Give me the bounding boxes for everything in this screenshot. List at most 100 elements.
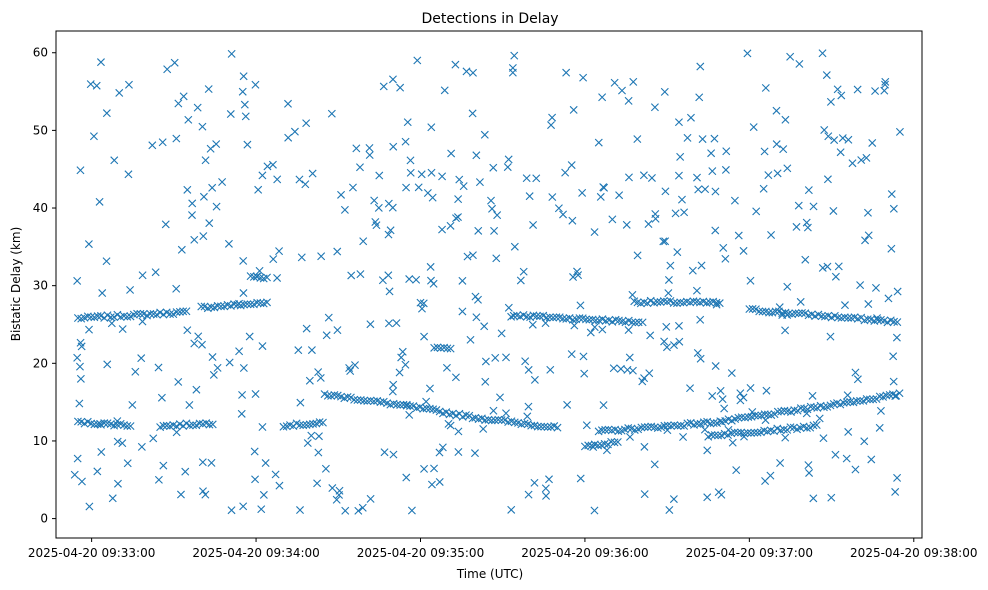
- detection-marker: [384, 319, 393, 328]
- detection-marker: [800, 404, 809, 413]
- detection-marker: [748, 304, 757, 313]
- detection-marker: [172, 134, 181, 143]
- detection-marker: [671, 209, 680, 218]
- detection-marker: [867, 455, 876, 464]
- detection-marker: [240, 100, 249, 109]
- detection-marker: [488, 204, 497, 213]
- detection-marker: [137, 354, 146, 363]
- detection-marker: [284, 99, 292, 108]
- detection-marker: [659, 237, 668, 246]
- detection-marker: [839, 398, 848, 407]
- detection-marker: [77, 477, 86, 486]
- detection-marker: [633, 251, 642, 260]
- detection-marker: [703, 446, 712, 455]
- detection-marker: [614, 427, 623, 436]
- detection-marker: [567, 350, 576, 359]
- detection-marker: [846, 397, 855, 406]
- detection-marker: [392, 319, 401, 328]
- detection-marker: [430, 464, 439, 473]
- detection-marker: [102, 109, 111, 118]
- detection-marker: [209, 370, 218, 379]
- detection-marker: [491, 353, 500, 362]
- detection-marker: [582, 315, 591, 324]
- detection-marker: [602, 446, 611, 455]
- detection-marker: [70, 470, 79, 479]
- detection-marker: [389, 142, 398, 151]
- detection-marker: [889, 377, 898, 386]
- detection-marker: [775, 303, 784, 312]
- detection-marker: [646, 331, 655, 340]
- detection-marker: [208, 353, 217, 362]
- detection-marker: [818, 263, 827, 272]
- detection-marker: [864, 231, 873, 240]
- detection-marker: [562, 68, 571, 77]
- detection-marker: [674, 321, 683, 330]
- detection-marker: [490, 226, 499, 235]
- detection-marker: [239, 289, 248, 298]
- chart-title: Detections in Delay: [421, 11, 558, 27]
- detection-marker: [370, 196, 379, 205]
- detection-marker: [126, 285, 135, 294]
- detection-marker: [755, 307, 764, 316]
- detection-marker: [717, 490, 726, 499]
- detection-marker: [475, 178, 484, 187]
- detection-marker: [524, 490, 533, 499]
- detection-marker: [402, 401, 411, 410]
- detection-marker: [510, 242, 519, 251]
- detection-marker: [827, 493, 836, 502]
- detection-marker: [853, 375, 862, 384]
- detection-marker: [113, 310, 122, 319]
- detection-marker: [862, 153, 871, 162]
- detection-marker: [676, 152, 685, 161]
- detection-marker: [740, 429, 749, 438]
- detection-marker: [601, 316, 610, 325]
- detection-marker: [650, 423, 659, 432]
- detection-marker: [819, 403, 828, 412]
- detection-marker: [212, 202, 221, 211]
- detection-marker: [263, 273, 272, 282]
- detection-marker: [875, 423, 884, 432]
- detection-marker: [257, 505, 266, 514]
- detection-marker: [809, 494, 818, 503]
- detection-marker: [802, 423, 811, 432]
- detection-marker: [837, 313, 846, 322]
- detection-marker: [767, 231, 776, 239]
- detection-marker: [567, 161, 576, 170]
- detection-marker: [525, 192, 534, 201]
- detection-marker: [580, 369, 589, 378]
- detection-marker: [889, 204, 898, 213]
- detection-marker: [895, 389, 904, 398]
- detection-marker: [573, 267, 582, 276]
- detection-marker: [781, 115, 790, 124]
- detection-marker: [549, 313, 558, 322]
- detection-marker: [253, 298, 262, 307]
- detection-marker: [532, 174, 541, 183]
- detection-marker: [427, 480, 436, 489]
- detection-marker: [190, 339, 199, 348]
- detection-marker: [791, 309, 800, 318]
- detection-marker: [594, 441, 603, 450]
- detection-marker: [216, 302, 225, 311]
- y-tick-label: 50: [33, 123, 48, 137]
- detection-marker: [760, 147, 769, 156]
- detection-marker: [692, 286, 701, 295]
- detection-marker: [628, 318, 637, 327]
- detection-marker: [98, 289, 107, 298]
- detection-marker: [778, 311, 787, 320]
- detection-marker: [700, 425, 709, 434]
- detection-marker: [711, 226, 720, 235]
- detection-marker: [876, 406, 885, 415]
- detection-marker: [148, 141, 157, 150]
- detection-marker: [273, 273, 282, 282]
- detection-marker: [224, 239, 233, 248]
- detection-marker: [817, 312, 826, 321]
- detection-marker: [346, 393, 355, 402]
- detection-marker: [708, 167, 717, 176]
- detection-marker: [363, 397, 372, 406]
- detection-marker: [193, 103, 202, 112]
- detection-marker: [686, 384, 695, 393]
- detection-marker: [624, 173, 633, 182]
- detection-marker: [356, 395, 365, 404]
- detection-marker: [175, 307, 184, 316]
